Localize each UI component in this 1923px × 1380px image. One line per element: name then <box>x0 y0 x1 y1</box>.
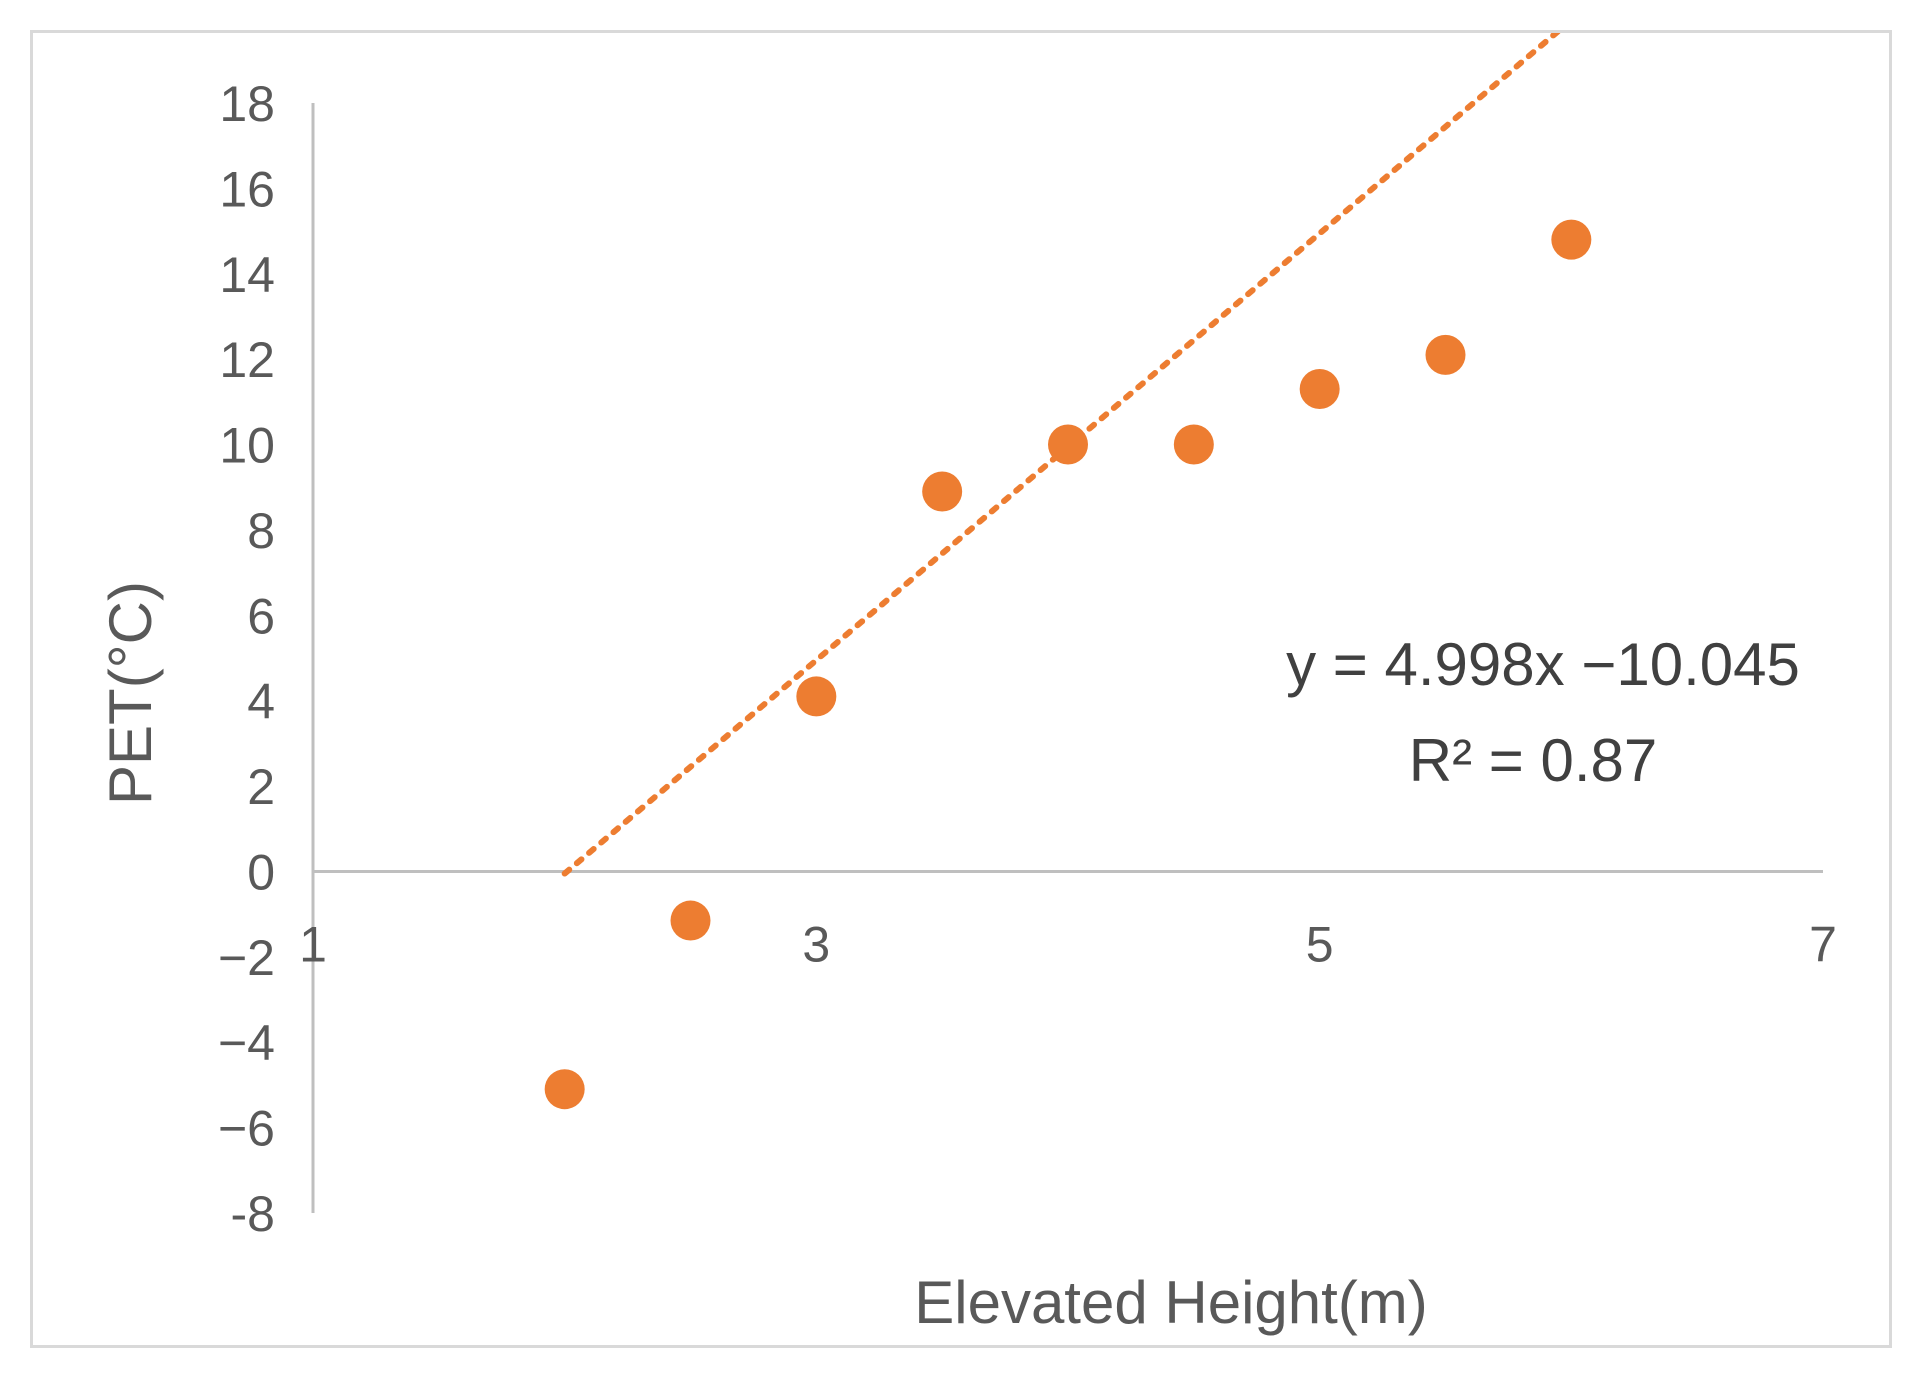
trendline-equation: y = 4.998x −10.045 <box>1286 631 1800 698</box>
y-tick-label: −6 <box>218 1101 275 1157</box>
data-point <box>796 676 837 717</box>
scatter-chart: 18 16 14 12 10 8 6 4 2 0 −2 −4 −6 -8 1 3 5 7 y = 4.998x −… <box>97 33 1837 1336</box>
y-tick-label: 2 <box>247 759 275 815</box>
x-tick-label: 1 <box>299 916 327 972</box>
y-axis-title: PET(°C) <box>97 581 164 805</box>
x-tick-label: 5 <box>1306 916 1334 972</box>
data-point <box>1425 334 1466 375</box>
data-point <box>922 471 963 512</box>
y-tick-label: 4 <box>247 674 275 730</box>
points-layer <box>544 219 1592 1110</box>
data-point <box>1173 424 1214 465</box>
x-tick-label: 7 <box>1809 916 1837 972</box>
y-tick-label: 12 <box>219 332 275 388</box>
x-tick-label: 3 <box>802 916 830 972</box>
y-tick-label: -8 <box>231 1186 275 1242</box>
y-tick-label: 14 <box>219 247 275 303</box>
x-axis-title: Elevated Height(m) <box>914 1269 1428 1336</box>
data-point <box>1551 219 1592 260</box>
r-squared-label: R² = 0.87 <box>1409 727 1657 794</box>
y-tick-label: 18 <box>219 76 275 132</box>
y-tick-label: −4 <box>218 1015 275 1071</box>
data-point <box>670 900 711 941</box>
chart-frame: 18 16 14 12 10 8 6 4 2 0 −2 −4 −6 -8 1 3 5 7 y = 4.998x −… <box>30 30 1892 1348</box>
data-point <box>544 1069 585 1110</box>
tick-labels: 18 16 14 12 10 8 6 4 2 0 −2 −4 −6 -8 1 3 5 7 <box>218 76 1837 1242</box>
y-tick-label: 0 <box>247 844 275 900</box>
data-point <box>1048 424 1088 465</box>
y-tick-label: 16 <box>219 161 275 217</box>
y-tick-label: 10 <box>219 418 275 474</box>
y-tick-label: −2 <box>218 930 275 986</box>
y-tick-label: 6 <box>247 588 275 644</box>
data-point <box>1299 369 1340 410</box>
y-tick-label: 8 <box>247 503 275 559</box>
